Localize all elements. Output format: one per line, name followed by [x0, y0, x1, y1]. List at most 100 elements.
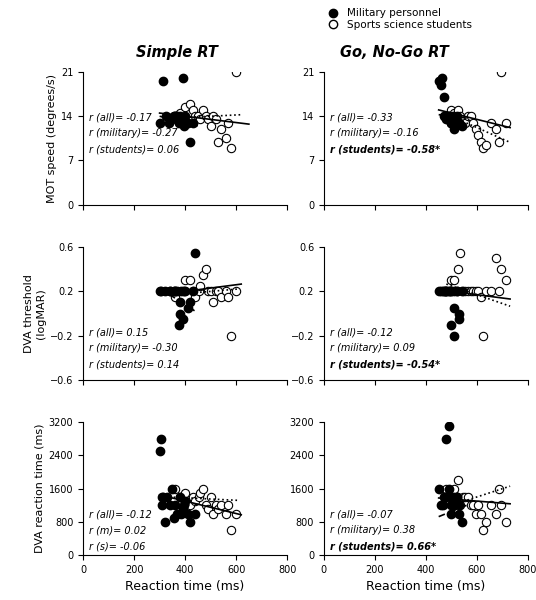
Point [217, 124, 225, 134]
Point [442, 115, 451, 124]
Point [195, 287, 204, 296]
Point [180, 500, 188, 510]
Point [169, 513, 178, 523]
Point [447, 275, 456, 285]
Point [189, 287, 197, 296]
Point [444, 287, 453, 296]
Point [227, 331, 235, 340]
Point [158, 492, 167, 502]
Point [157, 287, 165, 296]
Point [481, 517, 490, 527]
Point [222, 509, 230, 518]
Point [442, 484, 451, 493]
Point [196, 115, 205, 124]
Point [461, 118, 470, 127]
Point [172, 112, 181, 121]
Point [449, 112, 458, 121]
Point [158, 500, 167, 510]
Point [181, 275, 189, 285]
Point [477, 292, 485, 302]
Text: r (students)= -0.58*: r (students)= -0.58* [330, 144, 440, 154]
Point [437, 80, 445, 89]
Point [444, 422, 453, 431]
Point [447, 509, 456, 518]
Point [457, 517, 466, 527]
Text: r (students)= -0.54*: r (students)= -0.54* [330, 359, 440, 369]
Point [457, 287, 466, 296]
Point [450, 287, 458, 296]
Point [447, 287, 456, 296]
Point [217, 500, 225, 510]
Point [437, 500, 445, 510]
Point [186, 500, 195, 510]
Point [492, 509, 501, 518]
Point [452, 287, 461, 296]
Point [450, 484, 458, 493]
Point [166, 500, 174, 510]
Point [201, 112, 210, 121]
Point [176, 298, 184, 307]
Y-axis label: DVA reaction time (ms): DVA reaction time (ms) [34, 424, 44, 553]
Point [170, 500, 179, 510]
Point [444, 112, 453, 121]
Point [157, 434, 165, 443]
Point [450, 275, 458, 285]
Point [196, 488, 205, 497]
Point [199, 484, 207, 493]
Point [455, 509, 464, 518]
Point [471, 124, 480, 134]
Point [170, 287, 179, 296]
Text: r (students)= 0.66*: r (students)= 0.66* [330, 541, 436, 551]
Point [450, 108, 458, 118]
Point [166, 287, 174, 296]
Point [178, 314, 187, 324]
Point [169, 287, 178, 296]
Point [217, 292, 225, 302]
Text: r (all)= 0.15: r (all)= 0.15 [89, 328, 148, 337]
Point [227, 143, 235, 152]
Point [446, 118, 455, 127]
Point [461, 492, 470, 502]
Point [477, 137, 485, 146]
Point [178, 287, 187, 296]
Text: r (military)= -0.27: r (military)= -0.27 [89, 128, 178, 139]
Point [434, 77, 443, 86]
Point [479, 526, 488, 535]
Point [224, 292, 233, 302]
Point [447, 115, 456, 124]
Point [447, 492, 456, 502]
Point [176, 492, 184, 502]
Point [170, 287, 179, 296]
Text: r (all)= -0.17: r (all)= -0.17 [89, 112, 152, 122]
Point [209, 509, 218, 518]
X-axis label: Reaction time (ms): Reaction time (ms) [366, 580, 486, 593]
Text: Go, No-Go RT: Go, No-Go RT [340, 45, 448, 60]
Point [452, 492, 461, 502]
Point [186, 517, 195, 527]
Point [174, 118, 183, 127]
Point [177, 287, 185, 296]
Point [170, 112, 179, 121]
Point [209, 112, 218, 121]
Point [196, 281, 205, 290]
Point [474, 130, 482, 140]
Point [178, 74, 187, 83]
Point [204, 505, 212, 514]
Point [172, 115, 181, 124]
Point [481, 140, 490, 149]
Point [447, 500, 456, 510]
Point [450, 303, 458, 313]
Point [222, 134, 230, 143]
Point [447, 320, 456, 329]
Point [181, 102, 189, 112]
Text: r (military)= -0.16: r (military)= -0.16 [330, 128, 419, 139]
Point [160, 287, 169, 296]
Point [167, 115, 175, 124]
Point [186, 137, 195, 146]
Point [481, 287, 490, 296]
Point [437, 74, 446, 83]
Point [502, 275, 511, 285]
Point [211, 287, 220, 296]
Point [459, 492, 467, 502]
Point [442, 287, 451, 296]
